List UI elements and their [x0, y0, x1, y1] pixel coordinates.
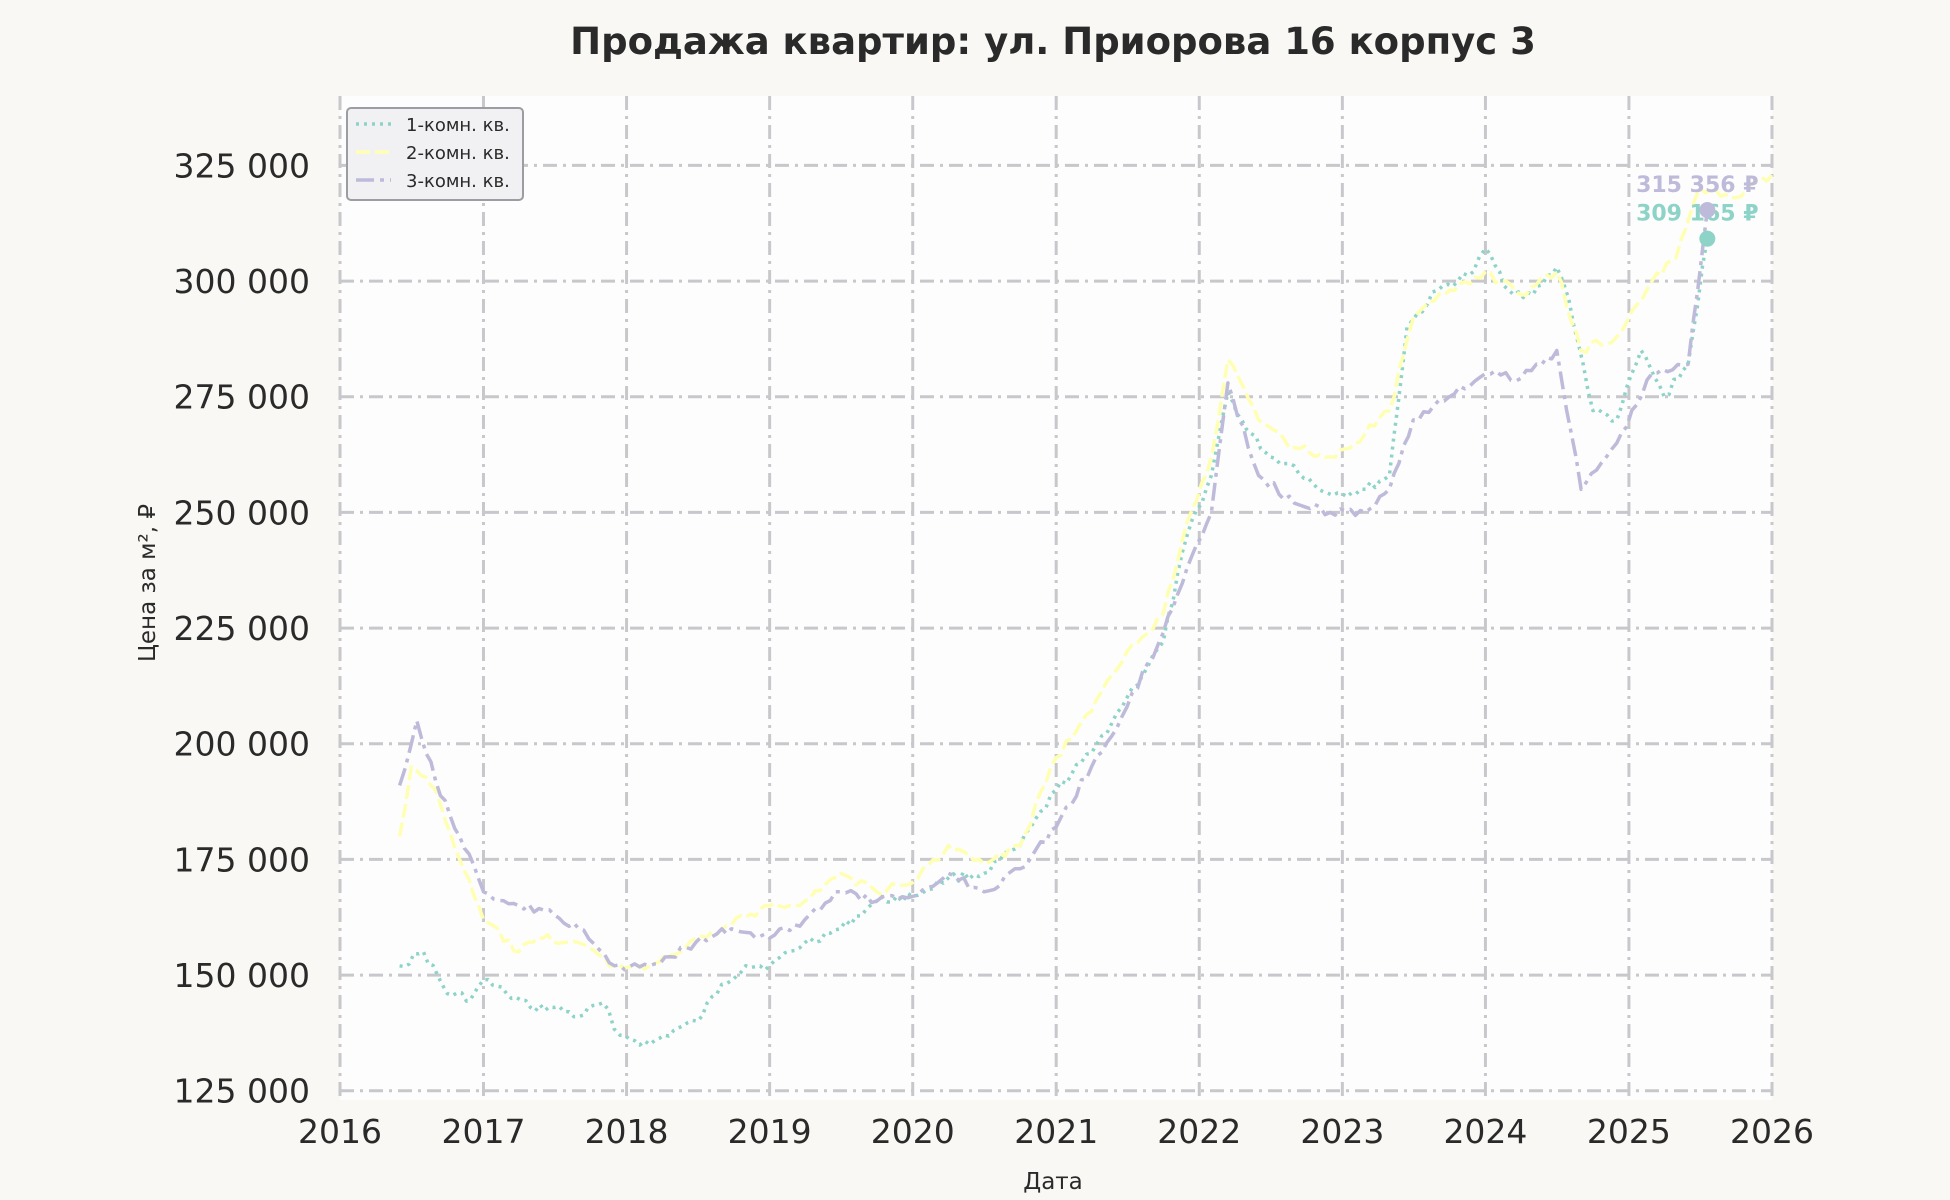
y-axis-label: Цена за м², ₽	[135, 504, 161, 662]
x-tick-label: 2019	[728, 1112, 812, 1151]
end-value-label: 309 165 ₽	[1636, 202, 1758, 227]
y-tick-label: 225 000	[174, 609, 310, 648]
legend-box	[346, 107, 524, 201]
y-tick-label: 325 000	[174, 146, 310, 185]
series-line	[399, 238, 1710, 1047]
end-marker	[1699, 202, 1716, 219]
x-tick-label: 2021	[1014, 1112, 1098, 1151]
legend-entry: 3-комн. кв.	[406, 171, 510, 192]
end-labels: 309 165 ₽ 315 356 ₽	[1636, 173, 1759, 247]
series-line	[397, 209, 1710, 972]
series-layer	[397, 173, 1774, 1047]
tick-labels: 2016 2017 2018 2019 2020 2021 2022 2023 2024 2025…	[174, 146, 1814, 1151]
x-tick-label: 2017	[441, 1112, 525, 1151]
series-line	[397, 173, 1774, 971]
x-tick-label: 2018	[585, 1112, 669, 1151]
y-tick-label: 275 000	[174, 378, 310, 417]
grid	[338, 96, 1774, 1100]
y-tick-label: 200 000	[174, 725, 310, 764]
x-tick-label: 2025	[1587, 1112, 1671, 1151]
end-marker	[1699, 230, 1716, 247]
end-value-label: 315 356 ₽	[1636, 173, 1758, 198]
x-tick-label: 2023	[1300, 1112, 1384, 1151]
y-tick-label: 300 000	[174, 262, 310, 301]
legend: 1-комн. кв. 2-комн. кв. 3-комн. кв.	[346, 107, 524, 201]
x-tick-label: 2022	[1157, 1112, 1241, 1151]
legend-entry: 2-комн. кв.	[406, 143, 510, 164]
y-tick-label: 150 000	[174, 956, 310, 995]
x-axis-label: Дата	[1023, 1169, 1083, 1195]
x-tick-label: 2026	[1730, 1112, 1814, 1151]
x-tick-label: 2020	[871, 1112, 955, 1151]
y-tick-label: 125 000	[174, 1072, 310, 1111]
legend-entry: 1-комн. кв.	[406, 115, 510, 136]
x-tick-label: 2024	[1443, 1112, 1527, 1151]
y-tick-label: 250 000	[174, 493, 310, 532]
chart-title: Продажа квартир: ул. Приорова 16 корпус …	[570, 20, 1536, 63]
x-tick-label: 2016	[298, 1112, 382, 1151]
y-tick-label: 175 000	[174, 840, 310, 879]
